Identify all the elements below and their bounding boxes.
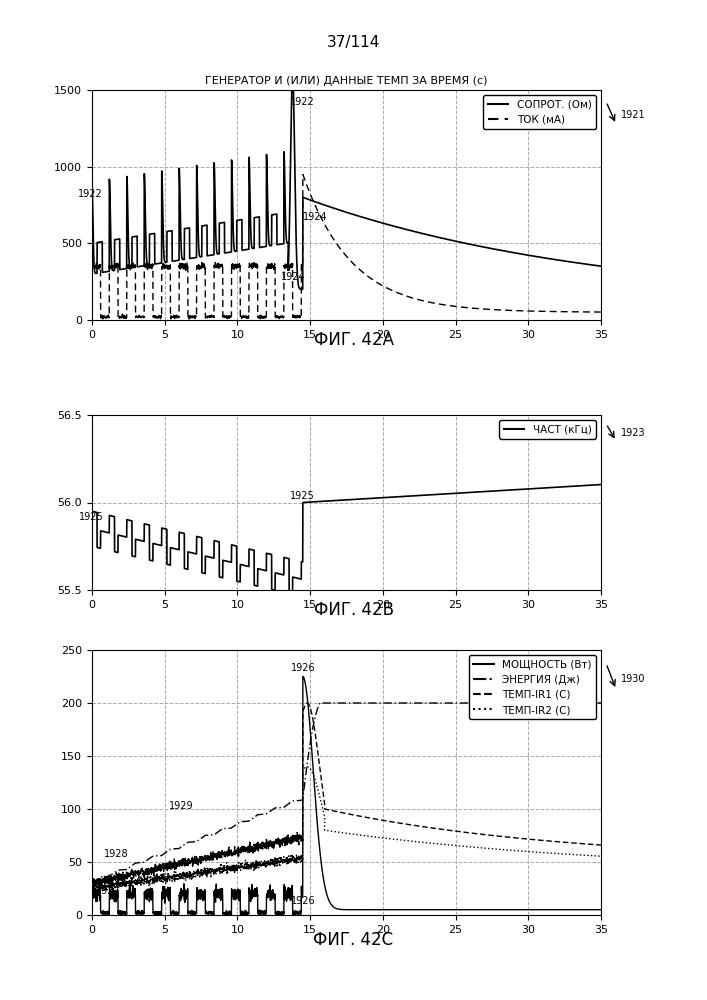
Text: 1923: 1923 [621,428,646,438]
МОЩНОСТЬ (Вт) [411,904,420,916]
Line: ТЕМП-IR1 (С): ТЕМП-IR1 (С) [92,703,601,886]
ТЕМП-IR2 (С) [88,877,96,889]
ЧАСТ (кГц) [288,589,297,601]
ЭНЕРГИЯ (Дж) [271,802,280,814]
СОПРОТ. (Ом) [298,283,307,295]
ЧАСТ (кГц) [271,567,280,579]
Line: ТОК (мА): ТОК (мА) [92,175,601,319]
Text: 1930: 1930 [621,674,645,684]
Title: ГЕНЕРАТОР И (ИЛИ) ДАННЫЕ ТЕМП ЗА ВРЕМЯ (с): ГЕНЕРАТОР И (ИЛИ) ДАННЫЕ ТЕМП ЗА ВРЕМЯ (… [205,76,488,86]
ТЕМП-IR1 (С) [558,836,566,848]
ЧАСТ (кГц) [390,491,398,503]
ТЕМП-IR2 (С) [597,850,605,862]
ЭНЕРГИЯ (Дж) [597,697,605,709]
Text: ФИГ. 42В: ФИГ. 42В [313,601,394,619]
ТОК (мА) [88,260,96,272]
ТЕМП-IR2 (С) [272,855,281,867]
МОЩНОСТЬ (Вт) [187,910,196,922]
СОПРОТ. (Ом) [271,208,280,220]
Text: ФИГ. 42А: ФИГ. 42А [313,331,394,349]
Text: 1922: 1922 [78,189,103,199]
ТОК (мА) [242,313,250,325]
Text: 1925: 1925 [291,491,315,501]
ЧАСТ (кГц) [557,481,566,493]
Text: 1921: 1921 [621,110,646,120]
Line: ЭНЕРГИЯ (Дж): ЭНЕРГИЯ (Дж) [92,703,601,883]
ЭНЕРГИЯ (Дж) [328,697,337,709]
СОПРОТ. (Ом) [597,260,605,272]
ТЕМП-IR1 (С) [194,859,202,871]
Text: 1924: 1924 [303,212,327,222]
ТОК (мА) [558,306,566,318]
ТЕМП-IR1 (С) [411,820,420,832]
ЭНЕРГИЯ (Дж) [194,835,202,847]
МОЩНОСТЬ (Вт) [272,907,281,919]
ЭНЕРГИЯ (Дж) [88,877,96,889]
Text: 1926: 1926 [291,663,315,673]
Text: 1928: 1928 [104,849,128,859]
ТЕМП-IR2 (С) [328,825,337,837]
МОЩНОСТЬ (Вт) [390,904,399,916]
ЭНЕРГИЯ (Дж) [557,697,566,709]
Legend: ЧАСТ (кГц): ЧАСТ (кГц) [499,420,596,439]
ТЕМП-IR2 (С) [558,848,566,860]
ТЕМП-IR2 (С) [390,833,399,845]
МОЩНОСТЬ (Вт) [298,671,307,683]
Line: МОЩНОСТЬ (Вт): МОЩНОСТЬ (Вт) [92,677,601,916]
ТОК (мА) [411,293,420,305]
СОПРОТ. (Ом) [390,220,399,232]
ТЕМП-IR1 (С) [328,805,337,817]
МОЩНОСТЬ (Вт) [88,887,96,899]
ЭНЕРГИЯ (Дж) [411,697,420,709]
СОПРОТ. (Ом) [328,202,337,214]
МОЩНОСТЬ (Вт) [194,885,202,897]
ТЕМП-IR1 (С) [88,877,96,889]
СОПРОТ. (Ом) [288,69,297,81]
ЧАСТ (кГц) [597,479,605,491]
СОПРОТ. (Ом) [194,222,202,234]
МОЩНОСТЬ (Вт) [558,904,566,916]
ЭНЕРГИЯ (Дж) [315,697,324,709]
Text: 1925: 1925 [78,512,103,522]
Legend: СОПРОТ. (Ом), ТОК (мА): СОПРОТ. (Ом), ТОК (мА) [484,95,596,129]
ТЕМП-IR1 (С) [89,880,98,892]
ТОК (мА) [390,285,399,297]
Text: 37/114: 37/114 [327,35,380,50]
ТЕМП-IR1 (С) [272,833,281,845]
ТОК (мА) [328,231,337,243]
СОПРОТ. (Ом) [558,255,566,267]
СОПРОТ. (Ом) [411,226,420,238]
ЧАСТ (кГц) [88,505,96,517]
Text: 1924: 1924 [281,272,305,282]
СОПРОТ. (Ом) [88,176,96,188]
Text: ФИГ. 42С: ФИГ. 42С [313,931,394,949]
Text: 1922: 1922 [291,97,315,107]
ТЕМП-IR2 (С) [90,886,98,898]
ТЕМП-IR2 (С) [303,761,312,773]
ЧАСТ (кГц) [411,490,420,502]
МОЩНОСТЬ (Вт) [328,900,337,912]
Line: ТЕМП-IR2 (С): ТЕМП-IR2 (С) [92,767,601,892]
ТОК (мА) [597,306,605,318]
ТЕМП-IR2 (С) [411,836,420,848]
МОЩНОСТЬ (Вт) [597,904,605,916]
ТЕМП-IR1 (С) [390,816,399,828]
Line: СОПРОТ. (Ом): СОПРОТ. (Ом) [92,75,601,289]
Text: 1926: 1926 [291,896,315,906]
ЭНЕРГИЯ (Дж) [390,697,398,709]
Text: 1927: 1927 [96,886,121,896]
ЧАСТ (кГц) [194,531,202,543]
ТЕМП-IR1 (С) [303,697,312,709]
ЧАСТ (кГц) [328,495,337,507]
ТЕМП-IR1 (С) [597,839,605,851]
ТОК (мА) [194,260,202,272]
Legend: МОЩНОСТЬ (Вт), ЭНЕРГИЯ (Дж), ТЕМП-IR1 (С), ТЕМП-IR2 (С): МОЩНОСТЬ (Вт), ЭНЕРГИЯ (Дж), ТЕМП-IR1 (С… [469,655,596,719]
Text: 1929: 1929 [169,801,194,811]
ТОК (мА) [298,169,307,181]
ТОК (мА) [272,311,281,323]
Line: ЧАСТ (кГц): ЧАСТ (кГц) [92,485,601,595]
ТЕМП-IR2 (С) [194,863,202,875]
